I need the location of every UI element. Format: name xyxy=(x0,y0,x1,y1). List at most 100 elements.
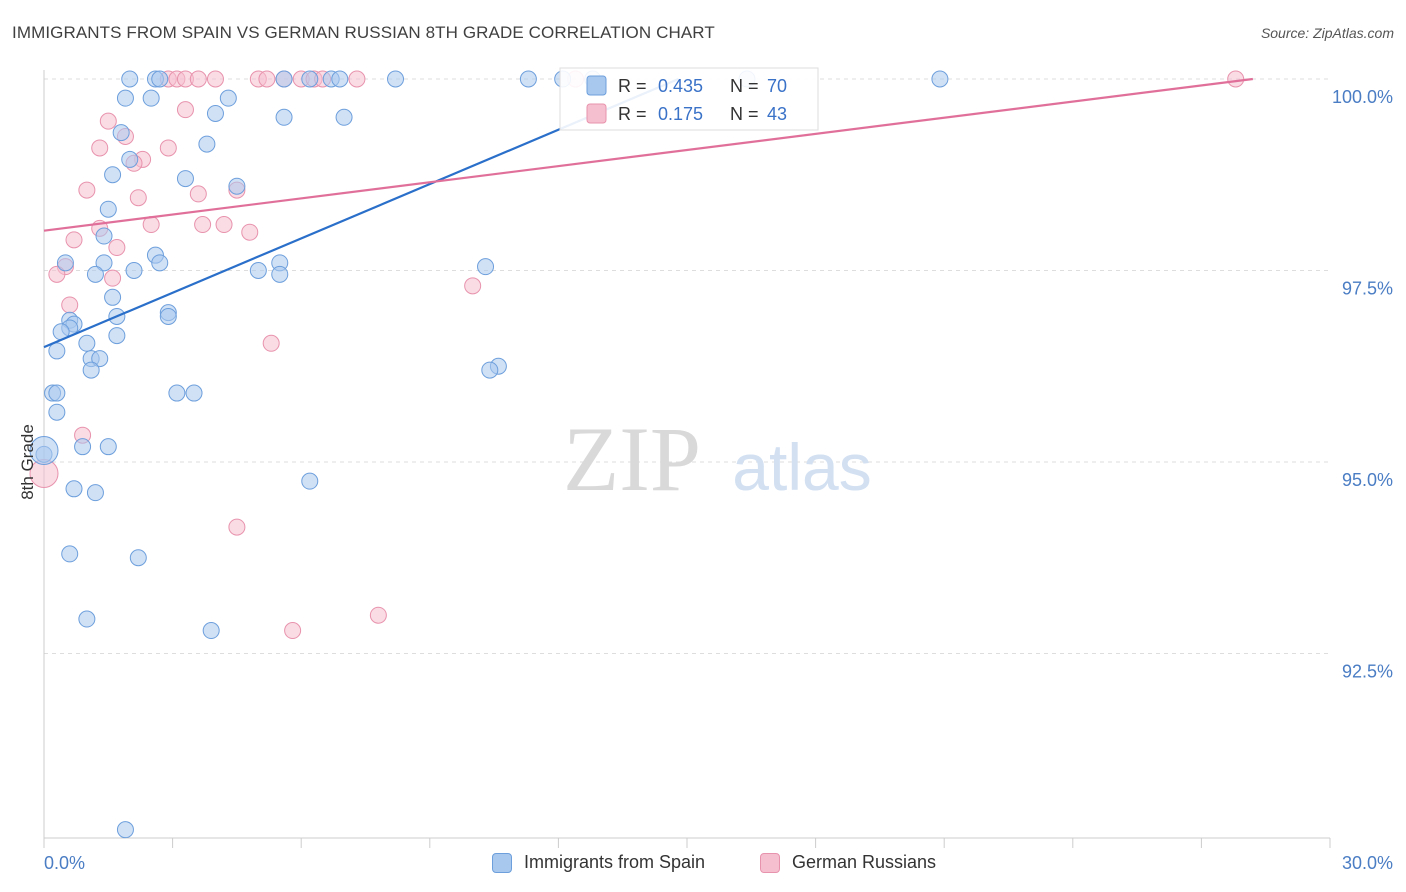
german-russian-point xyxy=(369,606,387,624)
legend-swatch-german-russians xyxy=(760,852,780,873)
spain-point xyxy=(168,384,186,402)
spain-point xyxy=(121,150,139,168)
legend-label-german-russians: German Russians xyxy=(792,852,937,872)
spain-point xyxy=(104,288,122,306)
german-russian-point xyxy=(206,70,224,88)
spain-point xyxy=(112,124,130,142)
y-axis-label: 8th Grade xyxy=(18,424,37,500)
legend-r-label-pink: R = xyxy=(618,104,647,124)
series-german-russians-points xyxy=(29,70,1245,640)
y-tick-label: 100.0% xyxy=(1332,87,1393,107)
legend-label-immigrants-from-spain: Immigrants from Spain xyxy=(524,852,706,872)
german-russian-point xyxy=(99,112,117,130)
spain-point xyxy=(91,350,109,368)
german-russian-point xyxy=(65,231,83,249)
y-tick-label: 97.5% xyxy=(1342,279,1393,299)
spain-point xyxy=(331,70,349,88)
series-legend: Immigrants from Spain German Russians xyxy=(0,852,1406,878)
spain-point xyxy=(481,361,499,379)
german-russian-point xyxy=(189,185,207,203)
german-russian-point xyxy=(464,277,482,295)
spain-point xyxy=(271,265,289,283)
spain-point xyxy=(185,384,203,402)
spain-point xyxy=(95,227,113,245)
spain-point xyxy=(125,262,143,279)
watermark-atlas: atlas xyxy=(732,430,871,504)
legend-swatch-pink xyxy=(586,103,607,124)
spain-point xyxy=(74,438,92,456)
german-russian-point xyxy=(104,269,122,287)
legend-item-immigrants-from-spain: Immigrants from Spain xyxy=(492,852,705,873)
spain-point xyxy=(275,108,293,126)
x-tick-label-max: 30.0% xyxy=(1342,853,1393,873)
correlation-legend: R = 0.435 N = 70 R = 0.175 N = 43 xyxy=(559,67,819,131)
source-label: Source: ZipAtlas.com xyxy=(1260,25,1394,41)
spain-point xyxy=(219,89,237,107)
german-russian-point xyxy=(284,622,302,640)
german-russian-point xyxy=(61,296,79,314)
german-russian-point xyxy=(78,181,96,199)
german-russian-point xyxy=(1227,70,1245,88)
y-tick-label: 95.0% xyxy=(1342,470,1393,490)
spain-point xyxy=(121,70,139,88)
spain-point xyxy=(29,436,59,466)
spain-point xyxy=(206,104,224,122)
german-russian-point xyxy=(48,265,66,283)
german-russian-point xyxy=(159,139,177,157)
spain-point xyxy=(228,177,246,195)
spain-point xyxy=(519,70,537,88)
spain-point xyxy=(99,200,117,218)
spain-point xyxy=(198,135,216,153)
german-russian-point xyxy=(91,139,109,157)
spain-point xyxy=(95,254,113,272)
x-tick-label-min: 0.0% xyxy=(44,853,85,873)
spain-point xyxy=(151,254,169,272)
spain-point xyxy=(65,480,83,498)
spain-point xyxy=(78,334,96,352)
series-immigrants-from-spain-points xyxy=(29,70,949,839)
spain-point xyxy=(129,549,147,567)
legend-r-value-blue: 0.435 xyxy=(658,76,703,96)
y-tick-label: 92.5% xyxy=(1342,662,1393,682)
spain-point xyxy=(86,484,104,502)
spain-point xyxy=(99,438,117,456)
german-russian-point xyxy=(258,70,276,88)
spain-point xyxy=(86,265,104,283)
spain-point xyxy=(104,166,122,184)
spain-point xyxy=(56,254,74,272)
spain-point xyxy=(82,361,100,379)
spain-point xyxy=(176,170,194,188)
legend-n-value-pink: 43 xyxy=(767,104,787,124)
gridlines xyxy=(44,78,1330,654)
german-russian-point xyxy=(241,223,259,241)
legend-swatch-blue xyxy=(586,75,607,96)
legend-item-german-russians: German Russians xyxy=(760,852,936,873)
german-russian-point xyxy=(108,239,126,257)
legend-n-value-blue: 70 xyxy=(767,76,787,96)
german-russian-point xyxy=(262,334,280,352)
legend-n-label-pink: N = xyxy=(730,104,759,124)
chart-title: IMMIGRANTS FROM SPAIN VS GERMAN RUSSIAN … xyxy=(12,23,715,42)
spain-point xyxy=(48,342,66,360)
german-russian-point xyxy=(176,101,194,119)
spain-point xyxy=(116,821,134,839)
spain-point xyxy=(202,622,220,640)
legend-r-value-pink: 0.175 xyxy=(658,104,703,124)
german-russian-point xyxy=(194,216,212,234)
tick-labels: 100.0% 97.5% 95.0% 92.5% 0.0% 30.0% xyxy=(44,87,1393,873)
legend-n-label-blue: N = xyxy=(730,76,759,96)
german-russian-point xyxy=(189,70,207,88)
spain-point xyxy=(48,384,66,402)
spain-point xyxy=(78,610,96,628)
german-russian-point xyxy=(228,518,246,536)
spain-point xyxy=(387,70,405,88)
german-russian-point xyxy=(348,70,366,88)
spain-point xyxy=(142,89,160,107)
spain-point xyxy=(48,403,66,421)
spain-point xyxy=(249,262,267,279)
watermark-zip: ZIP xyxy=(563,408,701,510)
legend-r-label-blue: R = xyxy=(618,76,647,96)
spain-point xyxy=(275,70,293,88)
legend-swatch-immigrants-from-spain xyxy=(492,852,512,873)
